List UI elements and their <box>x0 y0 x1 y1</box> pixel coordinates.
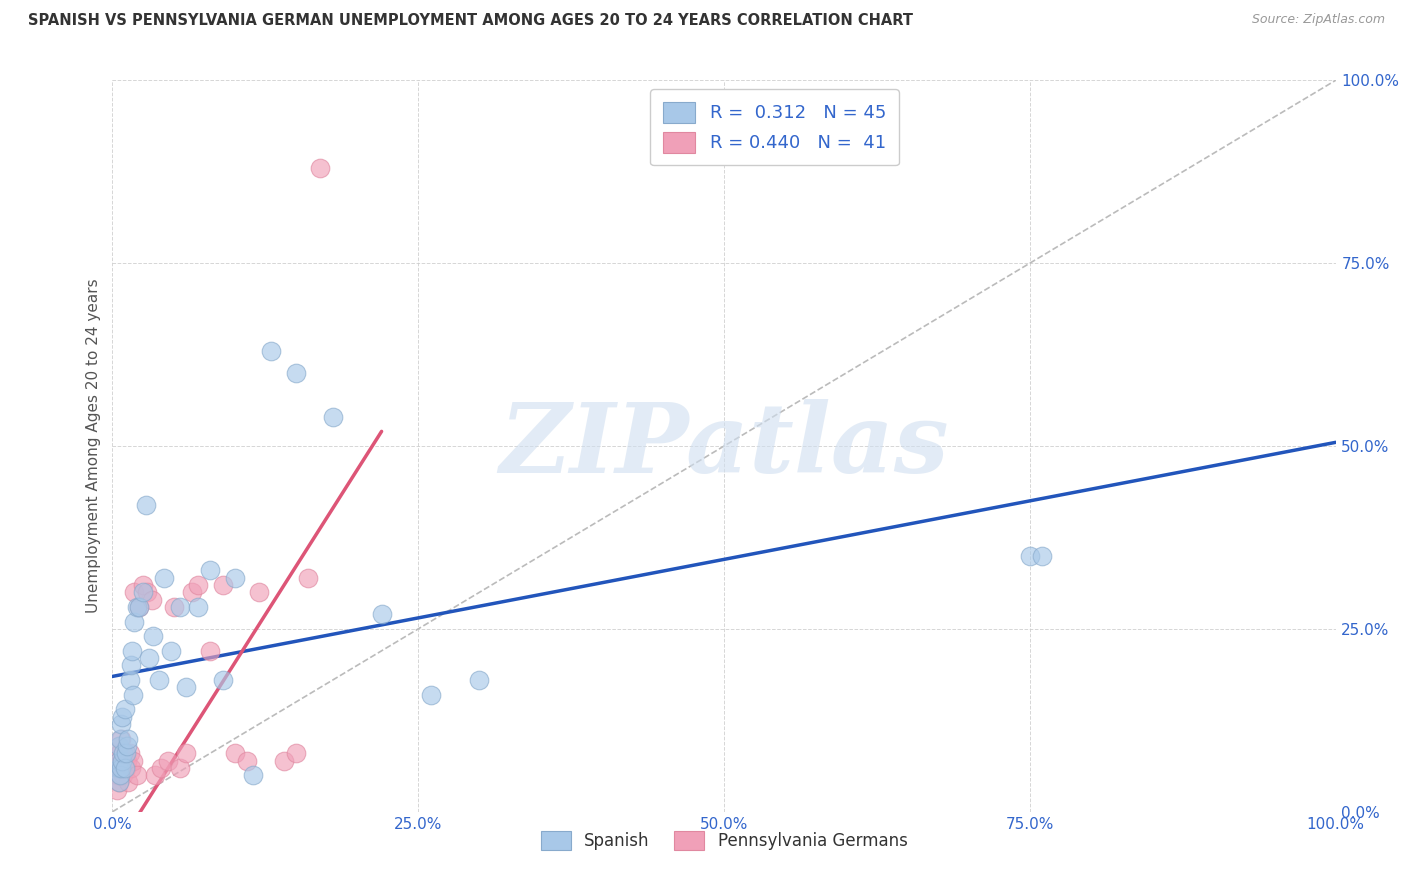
Point <box>121 644 143 658</box>
Point <box>107 775 129 789</box>
Point <box>114 746 136 760</box>
Point <box>224 571 246 585</box>
Point <box>125 768 148 782</box>
Point <box>107 775 129 789</box>
Point <box>107 739 129 753</box>
Point <box>128 599 150 614</box>
Point <box>148 673 170 687</box>
Text: Source: ZipAtlas.com: Source: ZipAtlas.com <box>1251 13 1385 27</box>
Point <box>115 754 138 768</box>
Point <box>419 688 441 702</box>
Point <box>132 578 155 592</box>
Point <box>181 585 204 599</box>
Point <box>122 754 145 768</box>
Point <box>111 754 134 768</box>
Point <box>117 775 139 789</box>
Point <box>284 366 308 380</box>
Point <box>112 746 135 760</box>
Point <box>156 754 179 768</box>
Point <box>1018 549 1040 563</box>
Point <box>108 768 131 782</box>
Point <box>122 688 145 702</box>
Point <box>138 651 160 665</box>
Text: ZIPatlas: ZIPatlas <box>499 399 949 493</box>
Point <box>124 585 146 599</box>
Y-axis label: Unemployment Among Ages 20 to 24 years: Unemployment Among Ages 20 to 24 years <box>86 278 101 614</box>
Point <box>160 644 183 658</box>
Point <box>284 746 308 760</box>
Point <box>153 571 176 585</box>
Point <box>260 343 283 358</box>
Point <box>107 754 129 768</box>
Point <box>1031 549 1053 563</box>
Point <box>120 761 142 775</box>
Point <box>107 761 129 775</box>
Point <box>125 599 148 614</box>
Point <box>187 578 209 592</box>
Point <box>128 599 150 614</box>
Point <box>111 709 134 723</box>
Point <box>110 761 132 775</box>
Point <box>169 761 191 775</box>
Point <box>108 768 131 782</box>
Legend: Spanish, Pennsylvania Germans: Spanish, Pennsylvania Germans <box>533 822 915 858</box>
Point <box>105 768 128 782</box>
Point <box>370 607 392 622</box>
Point <box>187 599 209 614</box>
Point <box>135 585 157 599</box>
Point <box>118 673 141 687</box>
Point <box>105 782 128 797</box>
Point <box>211 673 233 687</box>
Point <box>110 761 132 775</box>
Point <box>211 578 233 592</box>
Point <box>322 409 344 424</box>
Point <box>120 658 142 673</box>
Point <box>111 754 134 768</box>
Point <box>242 768 264 782</box>
Point <box>297 571 319 585</box>
Point <box>468 673 491 687</box>
Point <box>115 739 138 753</box>
Point <box>141 592 163 607</box>
Point <box>124 615 146 629</box>
Point <box>309 161 332 175</box>
Point <box>247 585 270 599</box>
Point <box>115 746 138 760</box>
Point <box>115 761 138 775</box>
Point <box>114 702 136 716</box>
Point <box>200 563 222 577</box>
Point <box>107 754 129 768</box>
Point <box>174 746 197 760</box>
Point <box>118 746 141 760</box>
Point <box>110 717 132 731</box>
Point <box>114 761 136 775</box>
Text: SPANISH VS PENNSYLVANIA GERMAN UNEMPLOYMENT AMONG AGES 20 TO 24 YEARS CORRELATIO: SPANISH VS PENNSYLVANIA GERMAN UNEMPLOYM… <box>28 13 912 29</box>
Point <box>142 629 165 643</box>
Point <box>107 739 129 753</box>
Point <box>117 731 139 746</box>
Point <box>169 599 191 614</box>
Point <box>273 754 295 768</box>
Point <box>174 681 197 695</box>
Point <box>200 644 222 658</box>
Point <box>132 585 155 599</box>
Point <box>150 761 173 775</box>
Point <box>236 754 259 768</box>
Point <box>134 498 156 512</box>
Point <box>163 599 186 614</box>
Point <box>112 768 135 782</box>
Point <box>224 746 246 760</box>
Point <box>143 768 166 782</box>
Point <box>110 731 132 746</box>
Point <box>108 746 131 760</box>
Point <box>108 731 131 746</box>
